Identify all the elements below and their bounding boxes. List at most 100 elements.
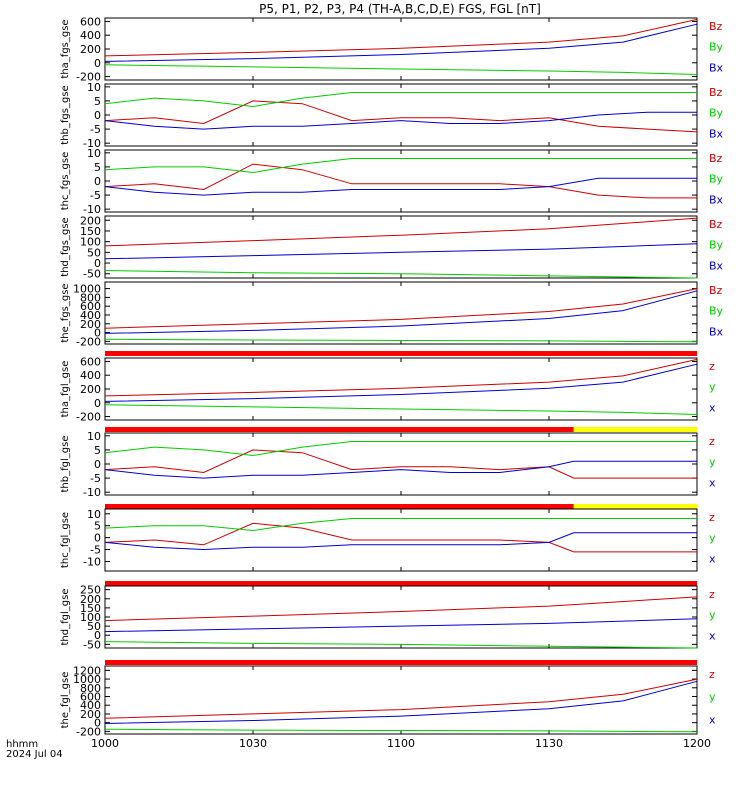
legend-label-bx: Bx	[709, 259, 724, 272]
plot-title: P5, P1, P2, P3, P4 (TH-A,B,C,D,E) FGS, F…	[259, 2, 541, 16]
legend-label-z: z	[709, 435, 715, 448]
y-tick-label: -5	[90, 189, 101, 202]
y-tick-label: 1200	[73, 664, 101, 677]
y-tick-label: 600	[80, 691, 101, 704]
series-z	[104, 596, 698, 622]
legend-label-y: y	[709, 532, 716, 545]
series-by	[104, 338, 698, 343]
y-tick-label: 0	[94, 397, 101, 410]
quality-bar-red	[105, 581, 697, 586]
y-tick-label: 400	[80, 369, 101, 382]
legend-label-by: By	[709, 305, 724, 318]
y-axis-label: the_fgs_gse	[60, 283, 71, 342]
y-axis-label: thd_fgl_gse	[60, 589, 71, 646]
series-bz	[104, 288, 698, 329]
y-tick-label: 0	[94, 458, 101, 471]
legend-label-bx: Bx	[709, 325, 724, 338]
y-tick-label: 200	[80, 593, 101, 606]
quality-bar-red	[105, 427, 574, 432]
legend-label-bx: Bx	[709, 127, 724, 140]
y-tick-label: 200	[80, 214, 101, 227]
series-bz	[104, 18, 698, 57]
time-axis-label-date: 2024 Jul 04	[6, 749, 63, 760]
legend-label-y: y	[709, 609, 716, 622]
y-tick-label: -10	[83, 555, 101, 568]
y-axis-label: tha_fgs_gse	[60, 19, 71, 78]
y-axis-label: thd_fgs_gse	[60, 217, 71, 276]
x-tick-label: 1030	[239, 737, 267, 750]
y-tick-label: 0	[94, 257, 101, 270]
series-by	[104, 158, 697, 174]
panel-frame	[104, 149, 698, 213]
y-tick-label: 0	[94, 717, 101, 730]
series-bz	[104, 217, 698, 247]
y-tick-label: 10	[87, 508, 101, 521]
legend-label-x: x	[709, 401, 716, 414]
time-axis: 1000 1030 1100 1130 1200	[91, 737, 711, 750]
y-tick-label: 200	[80, 43, 101, 56]
series-y	[104, 728, 698, 733]
y-tick-label: -200	[76, 335, 101, 348]
legend-label-by: By	[709, 239, 724, 252]
y-tick-label: 250	[80, 584, 101, 597]
y-tick-label: 0	[94, 629, 101, 642]
y-axis-label: thc_fgl_gse	[60, 512, 71, 568]
x-tick-label: 1130	[535, 737, 563, 750]
y-tick-label: 1000	[73, 283, 101, 296]
x-tick-label: 1000	[91, 737, 119, 750]
y-tick-label: 5	[94, 520, 101, 533]
time-axis-label-hhmm: hhmm	[6, 739, 38, 750]
y-tick-label: 600	[80, 355, 101, 368]
y-tick-label: 150	[80, 225, 101, 238]
legend-label-by: By	[709, 107, 724, 120]
y-axis-label: tha_fgl_gse	[60, 361, 71, 418]
series-x	[104, 460, 697, 479]
y-tick-label: 0	[94, 175, 101, 188]
legend-label-x: x	[709, 713, 716, 726]
series-y	[104, 641, 698, 649]
y-tick-label: -10	[83, 203, 101, 216]
legend-label-x: x	[709, 629, 716, 642]
panel-frame	[104, 432, 698, 496]
quality-bar-red	[105, 351, 697, 356]
panel-frame	[104, 17, 698, 81]
panel-frame	[104, 665, 698, 735]
quality-bar-red	[105, 504, 574, 509]
series-x	[104, 532, 697, 551]
y-tick-label: 400	[80, 309, 101, 322]
y-axis-label: thb_fgl_gse	[60, 436, 71, 493]
legend-label-by: By	[709, 173, 724, 186]
series-x	[104, 680, 698, 724]
y-tick-label: 50	[87, 620, 101, 633]
y-tick-label: -200	[76, 411, 101, 424]
series-x	[104, 618, 698, 633]
panel-frame	[104, 83, 698, 147]
y-tick-label: -5	[90, 544, 101, 557]
series-by	[104, 64, 698, 75]
y-tick-label: 1000	[73, 673, 101, 686]
y-tick-label: 800	[80, 682, 101, 695]
series-y	[104, 441, 697, 457]
y-tick-label: -50	[83, 638, 101, 651]
y-tick-label: 0	[94, 57, 101, 70]
series-z	[104, 358, 698, 397]
y-axis-label: thc_fgs_gse	[60, 152, 71, 211]
panel-frame	[104, 357, 698, 421]
y-tick-label: 800	[80, 291, 101, 304]
y-tick-label: -50	[83, 268, 101, 281]
series-z	[104, 522, 697, 553]
legend-label-x: x	[709, 552, 716, 565]
y-tick-label: 400	[80, 699, 101, 712]
y-tick-label: 100	[80, 611, 101, 624]
y-tick-label: 600	[80, 300, 101, 313]
y-tick-label: 10	[87, 147, 101, 160]
legend-label-z: z	[709, 360, 715, 373]
